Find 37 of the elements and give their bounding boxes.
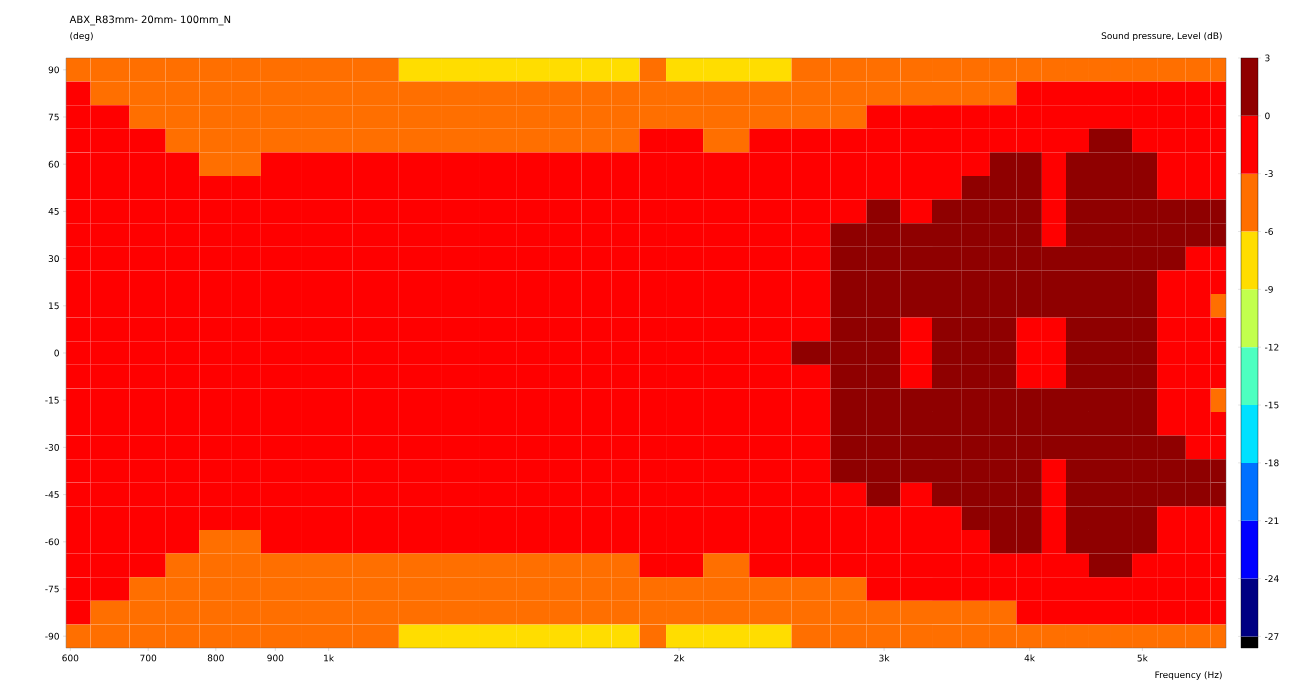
y-tick-label: -75 (45, 585, 59, 593)
x-tick-label: 600 (62, 654, 79, 662)
y-tick-label: -45 (45, 491, 59, 498)
x-axis-title: Frequency (Hz) (1155, 671, 1222, 680)
x-tick-label: 1k (324, 654, 335, 662)
color-bar-label: -6 (1264, 228, 1273, 235)
color-bar-label: -18 (1264, 459, 1279, 467)
color-bar-label: -24 (1264, 575, 1279, 582)
color-bar-label: -27 (1264, 633, 1279, 640)
y-tick-label: 30 (48, 255, 59, 262)
color-bar-label: -12 (1264, 343, 1279, 351)
y-tick-label: 90 (48, 66, 59, 74)
x-tick-label: 700 (140, 654, 157, 662)
y-tick-label: 45 (48, 208, 59, 215)
y-tick-label: -30 (45, 443, 59, 451)
color-bar-label: -3 (1264, 170, 1273, 178)
y-tick-label: 60 (48, 160, 59, 168)
x-tick-label: 5k (1137, 654, 1148, 662)
color-bar-label: -21 (1264, 517, 1279, 525)
x-tick-label: 800 (207, 654, 224, 662)
color-bar-title: Sound pressure, Level (dB) (1101, 32, 1222, 41)
chart-title: ABX_R83mm- 20mm- 100mm_N (69, 15, 231, 26)
y-tick-label: -15 (45, 396, 59, 404)
x-tick-label: 4k (1024, 654, 1036, 662)
y-axis-title: (deg) (70, 32, 93, 41)
color-bar-label: -9 (1264, 285, 1273, 293)
y-tick-label: 0 (54, 349, 59, 357)
y-tick-label: -90 (45, 632, 59, 640)
x-tick-label: 2k (674, 654, 685, 662)
x-tick-label: 900 (267, 654, 284, 662)
y-tick-label: -60 (45, 538, 59, 546)
y-tick-label: 15 (49, 302, 59, 310)
color-bar-label: -15 (1264, 401, 1279, 409)
color-bar-label: 3 (1265, 54, 1270, 62)
y-tick-label: 75 (48, 113, 59, 121)
x-tick-label: 3k (879, 654, 890, 662)
color-bar-label: 0 (1265, 112, 1270, 120)
